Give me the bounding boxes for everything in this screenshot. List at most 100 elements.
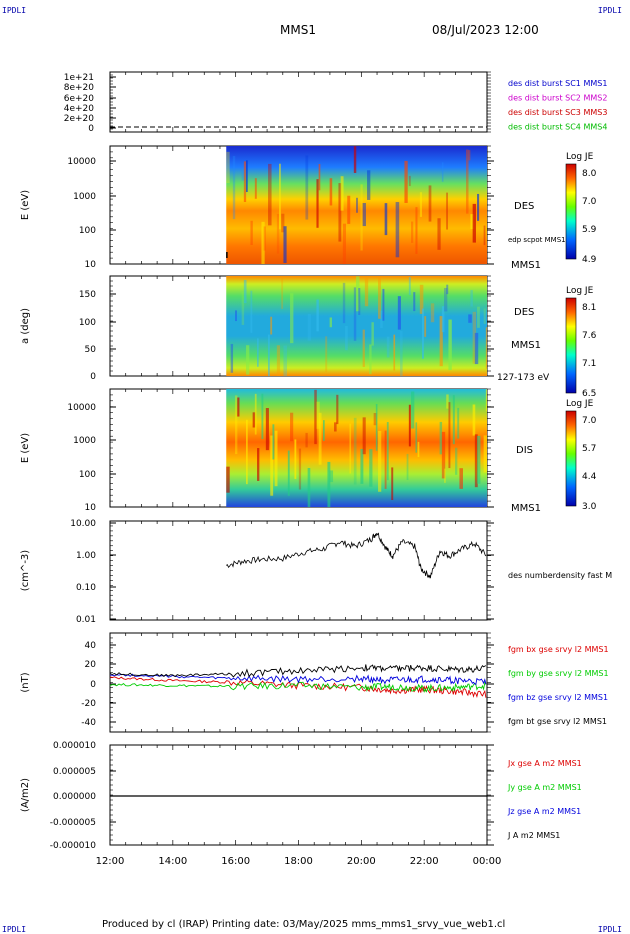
y-tick-label: 50 [85, 345, 97, 355]
y-axis-label: a (deg) [20, 308, 31, 344]
heatmap-stripe [378, 277, 381, 319]
y-tick-label: 40 [85, 641, 97, 651]
heatmap-stripe [243, 279, 247, 304]
heatmap-stripe [250, 220, 253, 245]
heatmap-stripe [276, 213, 280, 254]
page-date: 08/Jul/2023 12:00 [432, 23, 539, 37]
x-tick-label: 18:00 [284, 856, 313, 867]
y-axis-label: (cm^-3) [20, 550, 31, 591]
heatmap-stripe [452, 395, 455, 445]
heatmap-stripe [474, 332, 479, 365]
y-tick-label: 10 [85, 503, 97, 513]
heatmap-stripe [446, 284, 449, 295]
panel-frame [109, 71, 488, 133]
legend-entry: fgm bt gse srvy l2 MMS1 [508, 717, 607, 726]
colorbar-tick-label: 8.1 [582, 303, 596, 313]
heatmap-stripe [444, 288, 448, 312]
heatmap-stripe [338, 183, 342, 242]
heatmap-stripe [276, 345, 281, 376]
heatmap-stripe [360, 448, 364, 484]
heatmap-stripe [375, 403, 378, 451]
heatmap-stripe [268, 163, 272, 226]
y-tick-label: 10000 [67, 403, 96, 413]
heatmap-stripe [441, 306, 445, 333]
footer-text: Produced by cl (IRAP) Printing date: 03/… [102, 919, 506, 930]
heatmap-stripe [411, 391, 415, 429]
heatmap-stripe [342, 282, 346, 324]
heatmap-stripe [325, 336, 328, 372]
corner-label-bl: IPDLI [2, 925, 27, 934]
heatmap-stripe [441, 431, 446, 479]
legend-entry: des dist burst SC2 MMS2 [508, 94, 607, 103]
heatmap-stripe [279, 163, 281, 230]
y-tick-label: 0 [88, 124, 94, 134]
colorbar-title: Log JE [566, 152, 594, 162]
heatmap-stripe [334, 422, 337, 432]
heatmap-stripe [424, 316, 427, 337]
fgm-series-line [109, 664, 487, 678]
heatmap-stripe [316, 401, 320, 429]
heatmap-stripe [252, 412, 256, 428]
legend-entry: Jy gse A m2 MMS1 [507, 783, 582, 792]
heatmap-stripe [360, 184, 363, 251]
heatmap-stripe [470, 214, 474, 230]
heatmap-stripe [235, 395, 238, 455]
heatmap-stripe [353, 287, 357, 341]
heatmap-stripe [371, 322, 374, 346]
x-tick-label: 00:00 [473, 856, 502, 867]
y-tick-label: 10000 [67, 157, 96, 167]
colorbar-tick-label: 7.0 [582, 416, 597, 426]
heatmap-stripe [362, 417, 366, 455]
x-tick-label: 14:00 [158, 856, 187, 867]
heatmap-stripe [439, 421, 443, 455]
heatmap-stripe [254, 178, 257, 199]
heatmap-stripe [349, 423, 352, 474]
heatmap-stripe [290, 293, 294, 344]
heatmap-stripe [378, 430, 382, 492]
heatmap-stripe [468, 314, 472, 323]
heatmap-stripe [329, 178, 333, 206]
heatmap-stripe [287, 450, 290, 496]
y-tick-label: 100 [79, 470, 96, 480]
heatmap-stripe [422, 308, 424, 359]
heatmap-stripe [290, 412, 294, 442]
heatmap-dis-energy [226, 389, 487, 507]
heatmap-stripe [448, 319, 452, 371]
heatmap-stripe [483, 435, 487, 473]
y-tick-label: 0.000010 [53, 741, 96, 751]
heatmap-stripe [380, 310, 383, 329]
corner-label-tl: IPDLI [2, 6, 27, 15]
heatmap-stripe [384, 430, 387, 489]
y-tick-label: 0.10 [76, 583, 96, 593]
y-tick-label: 2e+20 [64, 114, 95, 124]
heatmap-stripe [408, 276, 411, 296]
heatmap-stripe [323, 420, 325, 441]
colorbar-tick-label: 8.0 [582, 169, 597, 179]
heatmap-stripe [472, 311, 477, 364]
colorbar-tick-label: 4.9 [582, 255, 597, 265]
heatmap-stripe [408, 175, 411, 187]
heatmap-stripe [261, 393, 264, 440]
heatmap-stripe [406, 453, 409, 480]
heatmap-stripe [318, 412, 322, 465]
heatmap-stripe [472, 404, 476, 436]
heatmap-stripe [226, 151, 230, 184]
heatmap-stripe [369, 344, 372, 375]
heatmap-stripe [353, 146, 357, 173]
heatmap-stripe [307, 468, 311, 507]
y-tick-label: 0.000005 [53, 767, 96, 777]
heatmap-stripe [340, 176, 344, 211]
colorbar-title: Log JE [566, 399, 594, 409]
heatmap-stripe [307, 313, 311, 341]
heatmap-stripe [483, 225, 486, 246]
heatmap-stripe [298, 448, 302, 490]
heatmap-stripe [283, 226, 287, 263]
heatmap-stripe [356, 276, 360, 312]
heatmap-stripe [316, 179, 319, 228]
y-tick-label: 10.00 [70, 519, 96, 529]
heatmap-stripe [362, 202, 366, 227]
heatmap-stripe [235, 310, 237, 322]
y-tick-label: 0.01 [76, 615, 96, 625]
colorbar-tick-label: 6.5 [582, 389, 596, 399]
heatmap-stripe [397, 296, 401, 330]
